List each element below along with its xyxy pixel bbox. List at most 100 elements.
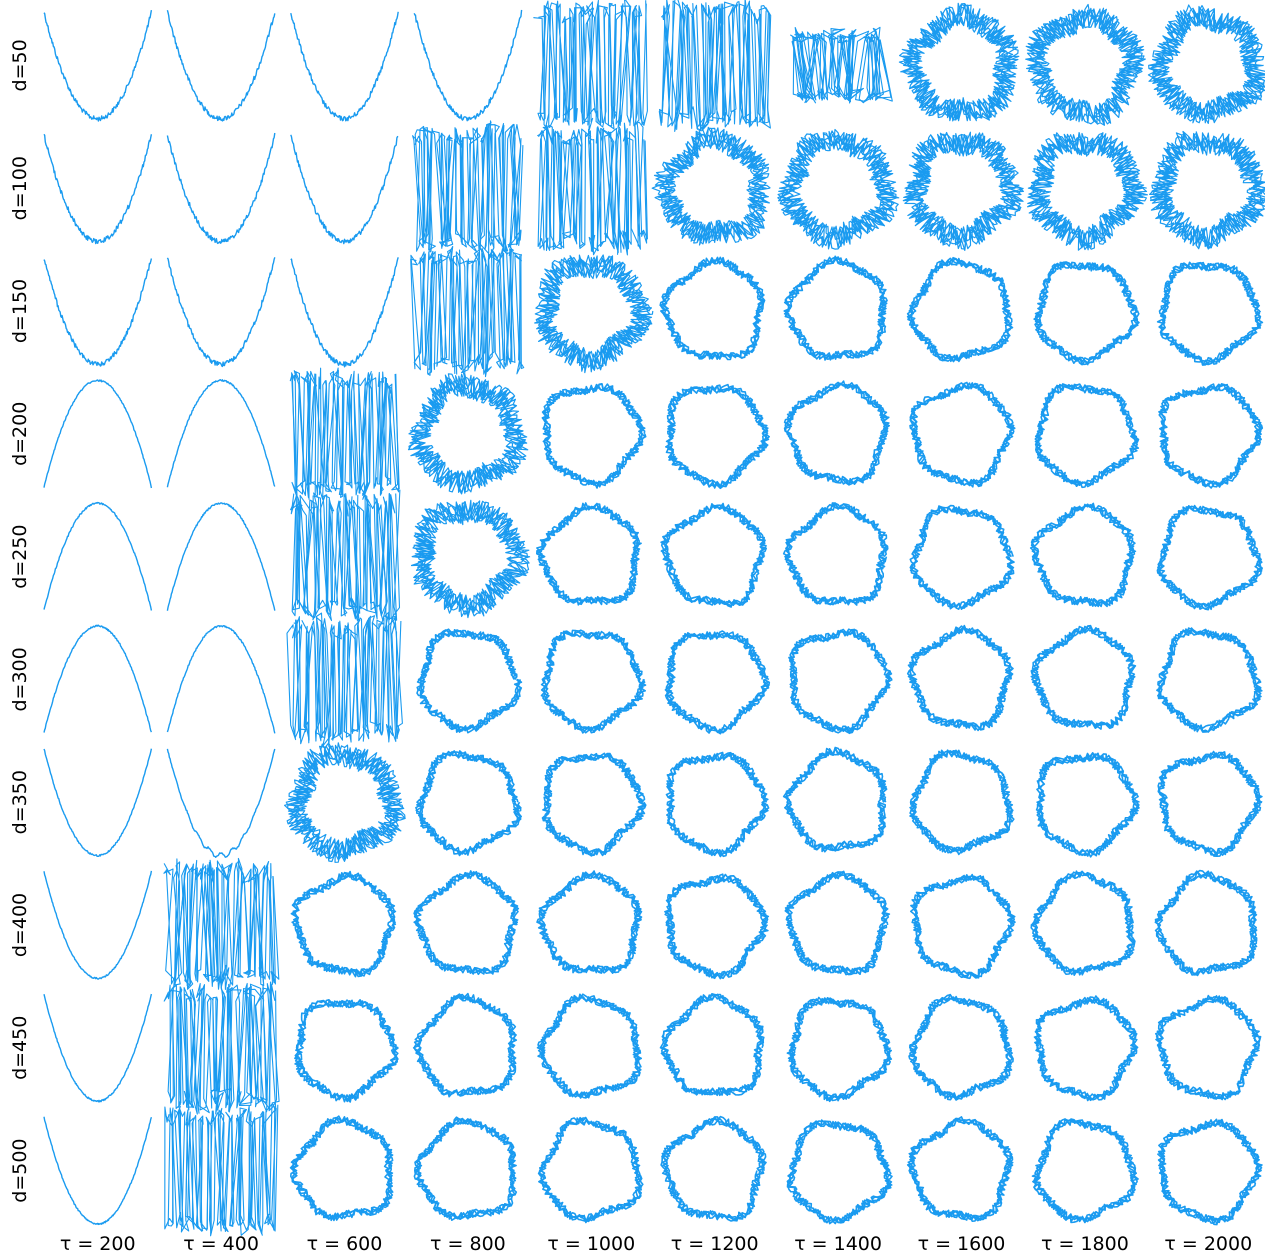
series-line <box>537 995 641 1099</box>
panel-r1-c10 <box>1147 4 1265 124</box>
series-line <box>413 1117 518 1220</box>
series-line <box>535 255 652 372</box>
row-label: d=450 <box>9 1016 31 1080</box>
panel-r3-c5 <box>534 254 654 374</box>
series-line <box>412 994 517 1097</box>
col-label: τ = 1000 <box>547 1233 635 1255</box>
panel-r1-c5 <box>533 0 648 132</box>
series-line <box>902 133 1021 245</box>
series-line <box>1158 751 1262 856</box>
panel-r3-c3 <box>290 257 399 368</box>
panel-r9-c7 <box>786 996 893 1103</box>
series-line <box>166 132 276 245</box>
col-label: τ = 1800 <box>1041 1233 1129 1255</box>
series-line <box>1150 132 1265 250</box>
series-line <box>43 993 153 1103</box>
panel-r5-c2 <box>166 502 276 611</box>
series-line <box>167 983 280 1115</box>
series-line <box>786 870 890 976</box>
series-line <box>787 997 892 1103</box>
series-line <box>784 502 889 606</box>
series-line <box>414 1118 517 1220</box>
series-line <box>537 993 642 1099</box>
panel-r6-c8 <box>906 624 1014 732</box>
series-line <box>289 367 400 500</box>
row-label: d=300 <box>9 647 31 711</box>
series-line <box>1155 995 1261 1100</box>
series-line <box>414 871 519 976</box>
series-line <box>410 373 524 495</box>
panel-r1-c4 <box>413 9 523 122</box>
panel-r7-c1 <box>43 748 153 857</box>
series-line <box>294 999 399 1103</box>
series-line <box>294 999 399 1103</box>
panel-r1-c9 <box>1025 3 1146 126</box>
panels-layer <box>43 0 1265 1237</box>
series-line <box>410 500 530 619</box>
col-labels: τ = 200 τ = 400 τ = 600 τ = 800 τ = 1000 τ = … <box>60 1233 1252 1255</box>
panel-r4-c2 <box>166 379 276 488</box>
panel-r3-c2 <box>166 257 276 368</box>
panel-r3-c6 <box>659 256 766 361</box>
series-line <box>536 502 640 605</box>
panel-r3-c9 <box>1033 261 1140 366</box>
series-line <box>166 625 276 734</box>
series-line <box>659 256 766 360</box>
panel-r1-c3 <box>290 11 399 122</box>
panel-r7-c9 <box>1035 752 1140 858</box>
panel-r10-c4 <box>413 1116 518 1221</box>
series-line <box>538 122 648 255</box>
series-line <box>1030 504 1136 608</box>
series-line <box>784 256 888 360</box>
series-line <box>906 132 1024 250</box>
series-line <box>414 123 522 253</box>
series-line <box>541 753 646 856</box>
series-line <box>666 631 771 734</box>
panel-r5-c9 <box>1029 502 1137 608</box>
series-line <box>660 126 770 244</box>
series-line <box>1159 383 1264 488</box>
panel-r1-c2 <box>166 10 276 122</box>
series-line <box>1031 503 1137 608</box>
series-line <box>414 993 517 1096</box>
series-line <box>659 130 770 246</box>
series-line <box>43 748 153 857</box>
row-label: d=500 <box>9 1138 31 1202</box>
panel-r6-c9 <box>1030 624 1137 730</box>
panel-r9-c3 <box>294 999 399 1103</box>
series-line <box>1036 752 1139 857</box>
series-line <box>910 749 1013 853</box>
row-label: d=100 <box>9 156 31 220</box>
panel-r7-c10 <box>1157 750 1263 857</box>
panel-r8-c3 <box>290 870 397 978</box>
row-label: d=50 <box>9 39 31 91</box>
series-line <box>1026 7 1146 126</box>
panel-r6-c5 <box>540 629 647 734</box>
series-line <box>413 499 530 617</box>
series-line <box>666 385 769 489</box>
series-line <box>1157 1118 1263 1224</box>
panel-r7-c3 <box>284 742 406 863</box>
series-line <box>1031 624 1136 729</box>
panel-r10-c1 <box>43 1116 153 1226</box>
series-line <box>407 374 528 494</box>
series-line <box>909 625 1014 731</box>
panel-r8-c4 <box>413 870 520 976</box>
panel-r6-c10 <box>1156 627 1263 733</box>
series-line <box>784 502 889 605</box>
series-line <box>660 502 767 608</box>
series-line <box>666 751 770 858</box>
series-line <box>536 255 653 370</box>
panel-r8-c9 <box>1030 870 1136 976</box>
panel-r2-c8 <box>902 131 1024 251</box>
panel-r7-c2 <box>166 748 276 858</box>
panel-r9-c10 <box>1155 994 1262 1101</box>
series-line <box>290 134 399 245</box>
series-line <box>166 257 276 368</box>
panel-r3-c1 <box>43 258 153 367</box>
panel-r1-c7 <box>790 26 893 104</box>
panel-r3-c4 <box>410 245 525 378</box>
series-line <box>542 630 646 733</box>
series-line <box>537 870 643 974</box>
